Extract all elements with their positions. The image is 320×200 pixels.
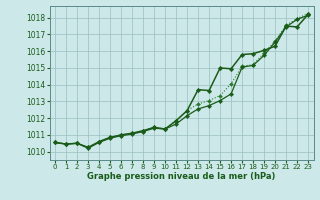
X-axis label: Graphe pression niveau de la mer (hPa): Graphe pression niveau de la mer (hPa) [87, 172, 276, 181]
